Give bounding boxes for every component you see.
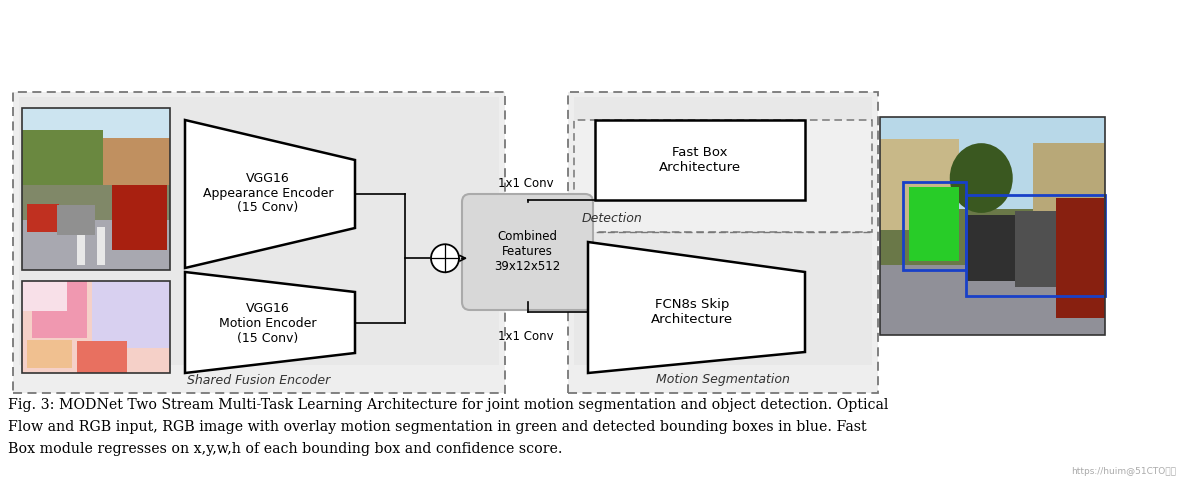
FancyBboxPatch shape xyxy=(19,97,498,365)
Bar xyxy=(103,138,170,188)
Bar xyxy=(965,195,1105,296)
Text: Detection: Detection xyxy=(583,212,643,225)
Bar xyxy=(22,220,170,270)
Text: Combined
Features
39x12x512: Combined Features 39x12x512 xyxy=(495,230,561,274)
Bar xyxy=(909,187,959,261)
FancyBboxPatch shape xyxy=(13,92,506,393)
Bar xyxy=(77,227,85,265)
Polygon shape xyxy=(185,120,355,268)
Bar xyxy=(902,182,965,270)
Bar xyxy=(22,281,170,373)
Bar xyxy=(22,108,170,165)
Text: https://huim@51CTO博客: https://huim@51CTO博客 xyxy=(1072,467,1176,476)
Bar xyxy=(27,204,59,232)
Bar xyxy=(880,208,1105,265)
Text: 1x1 Conv: 1x1 Conv xyxy=(497,330,553,343)
Bar xyxy=(1015,211,1055,287)
Text: 1x1 Conv: 1x1 Conv xyxy=(497,177,553,190)
Text: Flow and RGB input, RGB image with overlay motion segmentation in green and dete: Flow and RGB input, RGB image with overl… xyxy=(8,420,867,434)
Bar xyxy=(880,139,959,230)
Ellipse shape xyxy=(950,143,1012,213)
Bar xyxy=(32,281,86,338)
Text: Fig. 3: MODNet Two Stream Multi-Task Learning Architecture for joint motion segm: Fig. 3: MODNet Two Stream Multi-Task Lea… xyxy=(8,398,888,412)
Bar xyxy=(1032,143,1105,226)
FancyBboxPatch shape xyxy=(574,120,871,232)
Bar xyxy=(77,341,127,373)
Text: VGG16
Motion Encoder
(15 Conv): VGG16 Motion Encoder (15 Conv) xyxy=(219,302,317,345)
Bar xyxy=(57,205,95,235)
Polygon shape xyxy=(588,242,805,373)
Text: Motion Segmentation: Motion Segmentation xyxy=(656,373,790,386)
FancyBboxPatch shape xyxy=(596,120,805,200)
Bar xyxy=(112,185,167,250)
Bar xyxy=(92,281,170,348)
Bar xyxy=(880,265,1105,335)
Text: Shared Fusion Encoder: Shared Fusion Encoder xyxy=(187,373,330,386)
Text: Fast Box
Architecture: Fast Box Architecture xyxy=(659,146,741,174)
Bar xyxy=(965,215,1015,280)
Text: VGG16
Appearance Encoder
(15 Conv): VGG16 Appearance Encoder (15 Conv) xyxy=(202,171,333,215)
Bar xyxy=(27,340,72,368)
Circle shape xyxy=(431,244,459,272)
Bar xyxy=(22,130,103,185)
FancyBboxPatch shape xyxy=(568,92,879,393)
Text: Box module regresses on x,y,w,h of each bounding box and confidence score.: Box module regresses on x,y,w,h of each … xyxy=(8,442,562,456)
Bar xyxy=(1055,198,1105,318)
FancyBboxPatch shape xyxy=(462,194,593,310)
Bar xyxy=(22,185,170,220)
Text: FCN8s Skip
Architecture: FCN8s Skip Architecture xyxy=(651,298,733,326)
Bar xyxy=(22,281,67,311)
FancyBboxPatch shape xyxy=(574,97,871,365)
Polygon shape xyxy=(185,272,355,373)
Bar xyxy=(880,117,1105,208)
Bar xyxy=(97,227,105,265)
